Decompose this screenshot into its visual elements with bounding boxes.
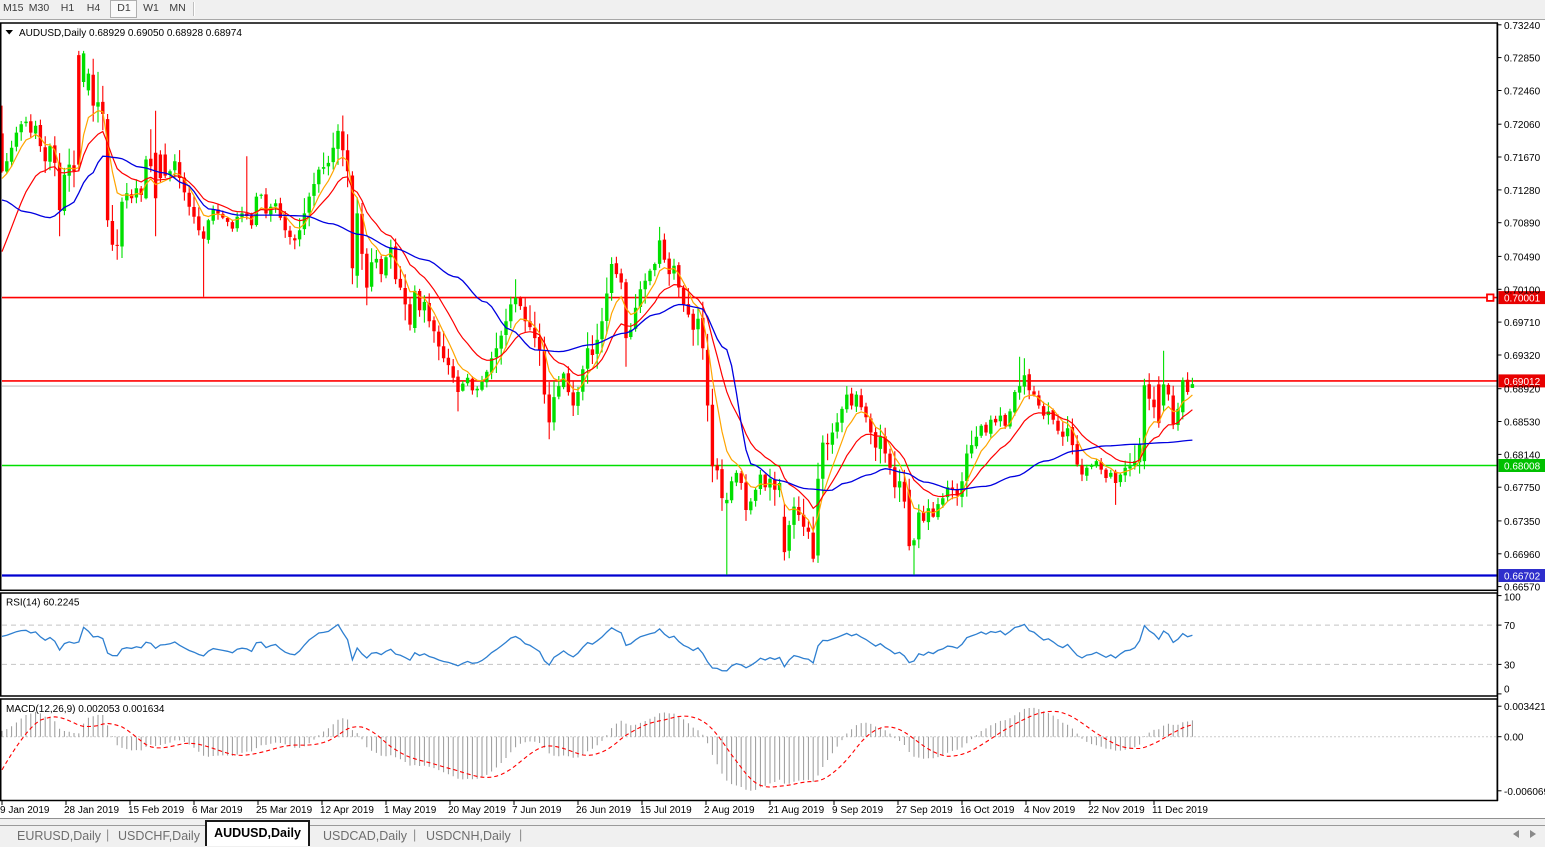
svg-text:100: 100 [1504,593,1521,604]
svg-text:0.70100: 0.70100 [1504,285,1541,296]
svg-text:0.70490: 0.70490 [1504,252,1541,263]
svg-text:28 Jan 2019: 28 Jan 2019 [64,805,119,816]
svg-text:MACD(12,26,9) 0.002053 0.00163: MACD(12,26,9) 0.002053 0.001634 [6,704,165,715]
svg-text:15 Feb 2019: 15 Feb 2019 [128,805,185,816]
svg-text:0.71280: 0.71280 [1504,186,1541,197]
svg-text:4 Nov 2019: 4 Nov 2019 [1024,805,1076,816]
svg-text:0.66702: 0.66702 [1504,572,1541,583]
svg-text:0.68530: 0.68530 [1504,418,1541,429]
svg-text:20 May 2019: 20 May 2019 [448,805,506,816]
svg-text:0.71670: 0.71670 [1504,153,1541,164]
svg-text:9 Jan 2019: 9 Jan 2019 [0,805,50,816]
svg-text:22 Nov 2019: 22 Nov 2019 [1088,805,1145,816]
svg-text:16 Oct 2019: 16 Oct 2019 [960,805,1015,816]
svg-text:0.69320: 0.69320 [1504,351,1541,362]
svg-text:9 Sep 2019: 9 Sep 2019 [832,805,884,816]
svg-text:0.68140: 0.68140 [1504,450,1541,461]
svg-text:2 Aug 2019: 2 Aug 2019 [704,805,755,816]
svg-text:0.70890: 0.70890 [1504,219,1541,230]
svg-text:11 Dec 2019: 11 Dec 2019 [1152,805,1208,816]
svg-text:30: 30 [1504,660,1516,671]
svg-text:0.72060: 0.72060 [1504,120,1541,131]
svg-text:70: 70 [1504,621,1516,632]
svg-text:21 Aug 2019: 21 Aug 2019 [768,805,825,816]
svg-text:0.67350: 0.67350 [1504,517,1541,528]
svg-text:0.68008: 0.68008 [1504,462,1541,473]
svg-text:1 May 2019: 1 May 2019 [384,805,437,816]
svg-text:0.73240: 0.73240 [1504,22,1541,32]
svg-text:25 Mar 2019: 25 Mar 2019 [256,805,313,816]
svg-text:27 Sep 2019: 27 Sep 2019 [896,805,953,816]
svg-text:0: 0 [1504,685,1510,696]
svg-text:RSI(14) 60.2245: RSI(14) 60.2245 [6,598,80,609]
svg-text:26 Jun 2019: 26 Jun 2019 [576,805,631,816]
svg-text:15 Jul 2019: 15 Jul 2019 [640,805,692,816]
svg-text:0.72850: 0.72850 [1504,54,1541,65]
svg-text:6 Mar 2019: 6 Mar 2019 [192,805,243,816]
svg-text:-0.006069: -0.006069 [1504,787,1545,798]
svg-text:0.72460: 0.72460 [1504,87,1541,98]
svg-text:0.66960: 0.66960 [1504,550,1541,561]
svg-text:AUDUSD,Daily 0.68929 0.69050: AUDUSD,Daily 0.68929 0.69050 0.68928 0.6… [19,28,242,39]
svg-text:12 Apr 2019: 12 Apr 2019 [320,805,374,816]
svg-text:0.67750: 0.67750 [1504,483,1541,494]
svg-text:7 Jun 2019: 7 Jun 2019 [512,805,562,816]
svg-text:0.68920: 0.68920 [1504,385,1541,396]
svg-text:0.003421: 0.003421 [1504,702,1545,713]
svg-text:0.69710: 0.69710 [1504,318,1541,329]
svg-text:0.00: 0.00 [1504,733,1524,744]
